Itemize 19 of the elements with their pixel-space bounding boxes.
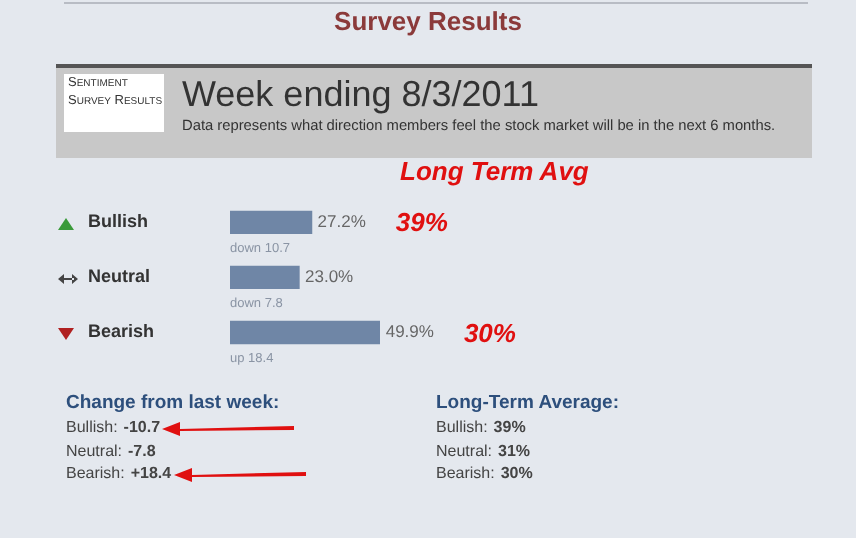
text: Neutral: -7.8 bbox=[66, 441, 156, 460]
text: 30% bbox=[463, 317, 517, 348]
chart-subtitle: Week ending 8/3/2011 bbox=[182, 74, 539, 116]
data-label: 49.9% bbox=[385, 321, 435, 342]
data-label: 27.2% bbox=[317, 211, 367, 232]
text: Bearish: +18.4 bbox=[66, 464, 172, 483]
text: Long-Term Average: bbox=[436, 392, 619, 414]
text: Bullish: 39% bbox=[436, 418, 526, 437]
text: Change from last week: bbox=[66, 392, 282, 414]
text: Long Term Avg bbox=[400, 156, 589, 186]
y-tick-label: Neutral bbox=[88, 266, 151, 287]
text: Neutral: 31% bbox=[436, 441, 531, 460]
text: Bullish: -10.7 bbox=[66, 418, 161, 437]
y-tick-label: Bearish bbox=[88, 321, 155, 342]
y-tick-label: Bullish bbox=[88, 211, 149, 232]
text: 39% bbox=[395, 207, 449, 238]
text: Bearish: 30% bbox=[436, 464, 533, 483]
data-label: 23.0% bbox=[305, 266, 355, 287]
chart-title: Survey Results bbox=[332, 6, 524, 36]
